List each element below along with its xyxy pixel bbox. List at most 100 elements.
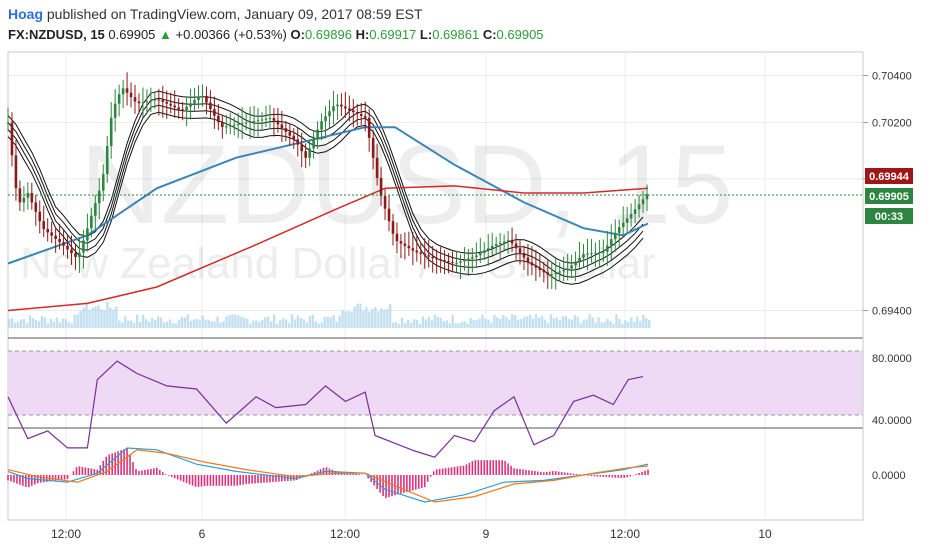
candle-body [42, 221, 46, 230]
price-badge-text: 0.69905 [869, 191, 909, 203]
volume-bar [136, 314, 139, 328]
candle-body [522, 252, 526, 258]
volume-bar [249, 323, 252, 328]
candle-body [383, 196, 387, 209]
candle-body [105, 146, 109, 175]
candle-body [312, 138, 315, 149]
volume-bar [302, 319, 306, 328]
volume-bar [171, 323, 175, 328]
volume-bar [174, 323, 178, 328]
volume-bar [82, 307, 85, 328]
candle-body [598, 252, 601, 254]
candle-body [546, 272, 550, 275]
volume-bar [118, 320, 121, 328]
candlesticks [6, 72, 649, 290]
candle-body [502, 241, 506, 243]
volume-bar [88, 310, 91, 328]
volume-bar [296, 315, 300, 328]
price-axis[interactable]: 0.704000.702000.699600.6940080.000040.00… [863, 71, 912, 483]
symbol-label[interactable]: FX:NZDUSD, 15 [8, 27, 105, 42]
volume-bar [594, 322, 597, 328]
volume-bar [8, 319, 11, 328]
candle-body [165, 101, 169, 104]
candle-body [641, 199, 645, 205]
candle-body [109, 117, 113, 146]
volume-bar [514, 315, 517, 328]
macd-tick-label: 0.0000 [872, 470, 906, 482]
volume-bar [141, 315, 145, 328]
candle-body [276, 120, 280, 125]
volume-bar [85, 302, 88, 328]
watermark-name: New Zealand Dollar / U.S. Dollar [20, 239, 656, 288]
candle-body [443, 260, 446, 262]
volume-bar [153, 319, 157, 328]
volume-bar [266, 316, 270, 328]
chart-canvas[interactable]: NZDUSD, 15 New Zealand Dollar / U.S. Dol… [0, 48, 932, 550]
volume-bar [639, 320, 642, 328]
candle-body [554, 272, 558, 275]
volume-bar [511, 314, 514, 328]
candle-body [562, 269, 565, 272]
volume-bar [549, 314, 553, 328]
volume-bar [621, 323, 624, 328]
grid-lines [8, 52, 863, 520]
volume-bar [195, 319, 198, 328]
candle-body [606, 245, 609, 252]
candle-body [475, 255, 478, 258]
volume-bar [481, 314, 484, 328]
candle-body [439, 259, 442, 261]
candle-body [94, 203, 97, 216]
candle-body [213, 109, 216, 116]
ema-band-line [7, 97, 644, 271]
price-badge [865, 188, 913, 204]
volume-bar [61, 318, 64, 328]
volume-bar [278, 320, 282, 328]
volume-bar [392, 322, 395, 328]
candle-body [58, 238, 61, 243]
volume-bar [365, 307, 368, 328]
volume-bar [121, 322, 124, 328]
candle-body [205, 95, 208, 103]
volume-bar [552, 318, 556, 328]
candle-body [518, 248, 522, 253]
candle-body [38, 211, 42, 222]
volume-bar [177, 319, 181, 328]
rsi-line [7, 360, 644, 458]
watermark-symbol: NZDUSD, 15 [80, 122, 733, 247]
volume-bar [192, 319, 195, 328]
volume-bar [115, 306, 118, 328]
volume-bar [490, 322, 493, 328]
volume-bar [457, 323, 460, 328]
volume-bar [445, 320, 448, 328]
author-link[interactable]: Hoag [8, 6, 43, 22]
open-value: 0.69896 [304, 27, 352, 42]
volume-bar [558, 320, 562, 328]
candle-body [66, 245, 69, 250]
volume-bar [150, 317, 154, 328]
volume-bar [394, 322, 398, 328]
candle-body [371, 137, 375, 158]
candle-body [379, 177, 383, 197]
volume-bar [528, 314, 532, 328]
rsi-path [7, 360, 644, 458]
volume-bar [198, 319, 201, 328]
candle-body [90, 215, 93, 229]
publish-info: published on TradingView.com, January 09… [46, 6, 423, 22]
candle-body [435, 258, 438, 260]
volume-bar [275, 323, 279, 328]
volume-bar [409, 322, 413, 328]
volume-bar [40, 316, 44, 328]
candle-body [181, 109, 184, 111]
candle-body [189, 103, 192, 107]
candle-body [113, 103, 117, 118]
candle-body [530, 262, 534, 266]
candle-body [316, 129, 319, 139]
volume-bar [112, 309, 115, 328]
volume-bar [505, 317, 508, 328]
candle-body [296, 139, 300, 145]
time-axis[interactable]: 12:00 6 12:00 9 12:00 10 [51, 527, 772, 541]
volume-bar [79, 310, 82, 328]
ema-mid-line [7, 126, 649, 265]
candle-body [101, 174, 105, 191]
candle-body [264, 118, 268, 120]
